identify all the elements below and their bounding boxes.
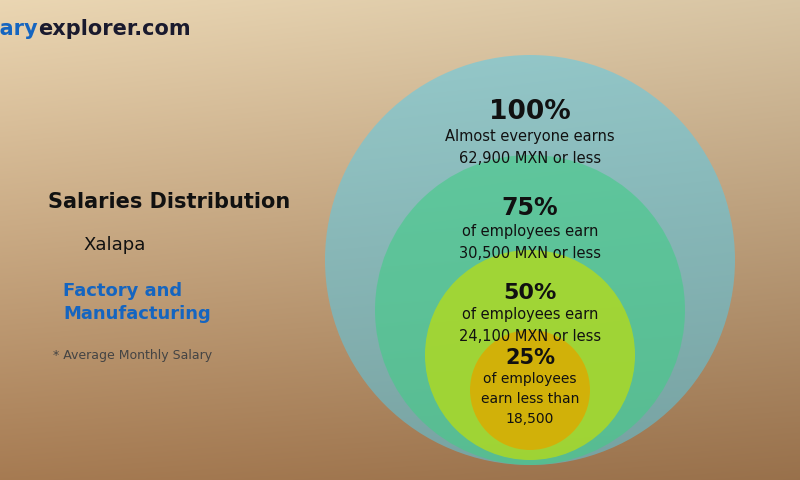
Text: Almost everyone earns
62,900 MXN or less: Almost everyone earns 62,900 MXN or less [445, 129, 615, 166]
Text: of employees earn
30,500 MXN or less: of employees earn 30,500 MXN or less [459, 224, 601, 261]
Text: 100%: 100% [489, 99, 571, 125]
Text: of employees
earn less than
18,500: of employees earn less than 18,500 [481, 372, 579, 426]
Text: Factory and
Manufacturing: Factory and Manufacturing [63, 282, 210, 323]
Text: 75%: 75% [502, 196, 558, 220]
Text: * Average Monthly Salary: * Average Monthly Salary [53, 348, 212, 362]
Text: 50%: 50% [503, 283, 557, 303]
Text: Xalapa: Xalapa [83, 236, 146, 254]
Text: Salaries Distribution: Salaries Distribution [48, 192, 290, 212]
Text: 25%: 25% [505, 348, 555, 368]
Circle shape [375, 155, 685, 465]
Text: of employees earn
24,100 MXN or less: of employees earn 24,100 MXN or less [459, 307, 601, 344]
Circle shape [325, 55, 735, 465]
Text: salary: salary [0, 19, 38, 39]
Text: explorer.com: explorer.com [38, 19, 190, 39]
Circle shape [425, 250, 635, 460]
Circle shape [470, 330, 590, 450]
